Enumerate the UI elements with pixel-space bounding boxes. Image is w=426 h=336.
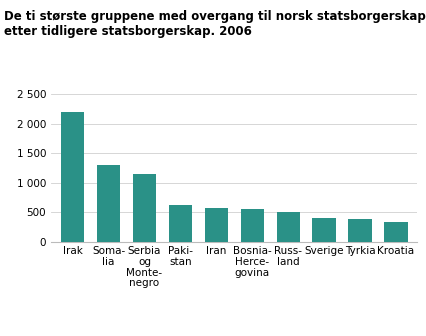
Bar — [61, 112, 84, 242]
Bar — [97, 165, 120, 242]
Bar — [348, 219, 371, 242]
Bar — [241, 209, 264, 242]
Bar — [204, 208, 228, 242]
Bar — [133, 174, 156, 242]
Bar — [312, 218, 336, 242]
Bar — [169, 205, 192, 242]
Bar — [384, 222, 408, 242]
Bar — [276, 212, 300, 242]
Text: De ti største gruppene med overgang til norsk statsborgerskap,
etter tidligere s: De ti største gruppene med overgang til … — [4, 10, 426, 38]
